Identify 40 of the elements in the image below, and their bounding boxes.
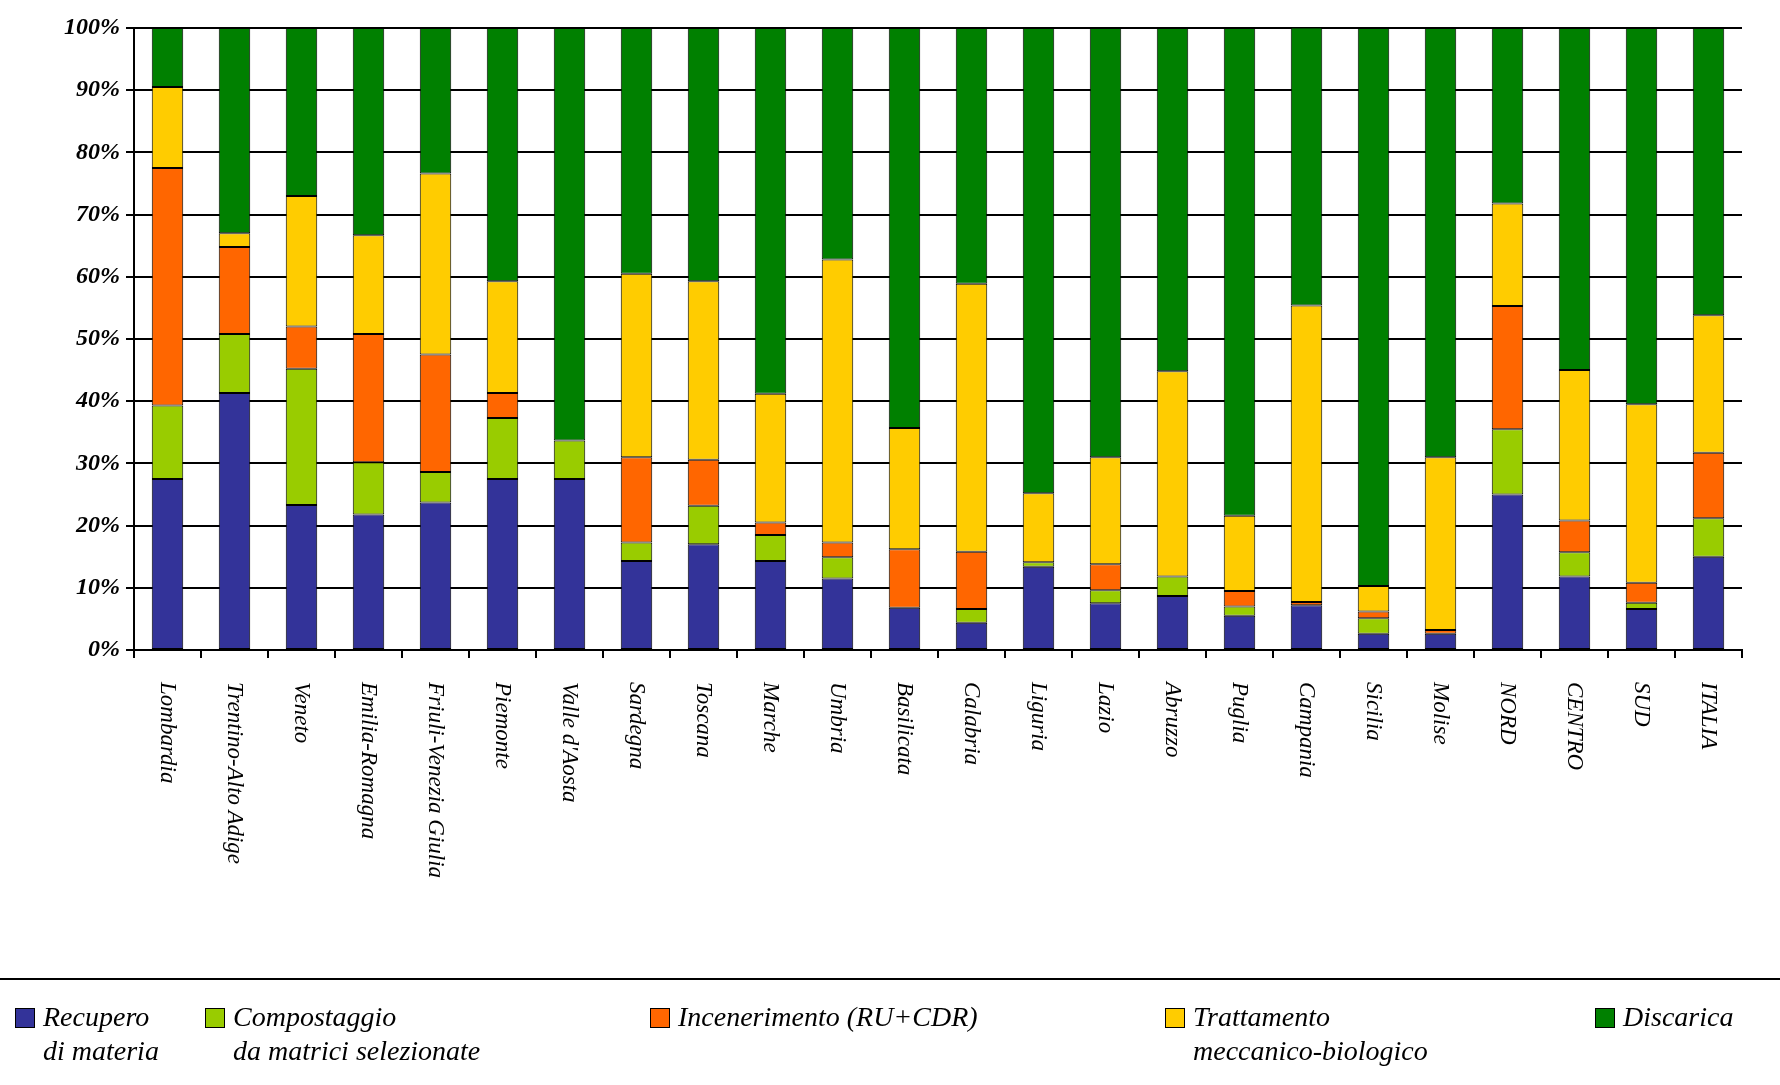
y-tick-label: 20% [75,510,120,537]
x-tick-label: SUD [1630,682,1656,728]
y-tick-label: 80% [76,137,120,164]
x-tick-label: Sardegna [625,682,651,770]
x-tick-label: Basilicata [893,682,919,776]
y-tick-label: 40% [75,386,120,413]
x-tick-label: Veneto [290,682,316,744]
x-tick-label: Piemonte [491,681,517,769]
x-tick-label: Marche [759,681,785,753]
y-tick-label: 70% [76,199,120,226]
x-tick-label: Emilia-Romagna [357,681,383,840]
x-tick-label: Liguria [1027,681,1053,752]
legend-label: Incenerimento (RU+CDR) [678,1000,978,1034]
x-tick-label: Trentino-Alto Adige [223,682,249,865]
x-tick-label: Toscana [692,682,718,758]
x-tick-label: Lombardia [156,681,182,784]
x-tick-label: Campania [1295,682,1321,778]
x-tick-label: CENTRO [1563,682,1589,771]
y-tick-label: 90% [76,75,120,102]
x-tick-label: Calabria [960,682,986,766]
legend-label: Trattamento meccanico-biologico [1193,1000,1428,1068]
legend-label: Compostaggio da matrici selezionate [233,1000,481,1068]
x-tick-label: ITALIA [1697,681,1723,751]
x-tick-label: Umbria [826,682,852,754]
y-tick-label: 0% [88,635,120,662]
x-tick-label: Abruzzo [1161,680,1187,758]
x-tick-label: NORD [1496,681,1522,745]
legend-label: Recupero di materia [43,1000,159,1068]
legend-label: Discarica [1623,1000,1734,1034]
x-tick-label: Puglia [1228,681,1254,744]
x-tick-label: Sicilia [1362,682,1388,741]
x-tick-label: Friuli-Venezia Giulia [424,681,450,879]
y-tick-label: 100% [64,13,120,40]
y-tick-label: 10% [76,573,120,599]
x-tick-label: Valle d'Aosta [558,682,584,803]
x-tick-label: Lazio [1094,681,1120,734]
y-tick-label: 30% [75,448,120,475]
x-tick-label: Molise [1429,681,1455,745]
y-tick-label: 60% [76,262,120,288]
y-tick-label: 50% [76,324,120,351]
